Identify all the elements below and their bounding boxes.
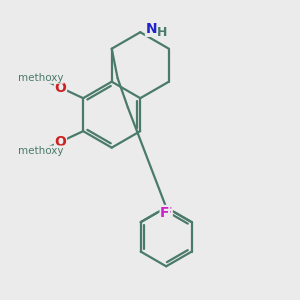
Text: methoxy: methoxy xyxy=(18,146,63,156)
Text: methyl: methyl xyxy=(40,77,45,78)
Text: methoxy: methoxy xyxy=(36,70,42,72)
Text: methoxy: methoxy xyxy=(40,67,47,68)
Text: methoxy: methoxy xyxy=(36,77,42,78)
Text: O: O xyxy=(55,81,66,94)
Text: methoxy: methoxy xyxy=(32,70,39,72)
Text: O: O xyxy=(55,135,66,149)
Text: methyl: methyl xyxy=(39,76,44,78)
Text: N: N xyxy=(146,22,157,36)
Text: methoxy: methoxy xyxy=(18,73,63,83)
Text: F: F xyxy=(160,206,170,220)
Text: H: H xyxy=(158,26,168,39)
Text: F: F xyxy=(163,206,172,220)
